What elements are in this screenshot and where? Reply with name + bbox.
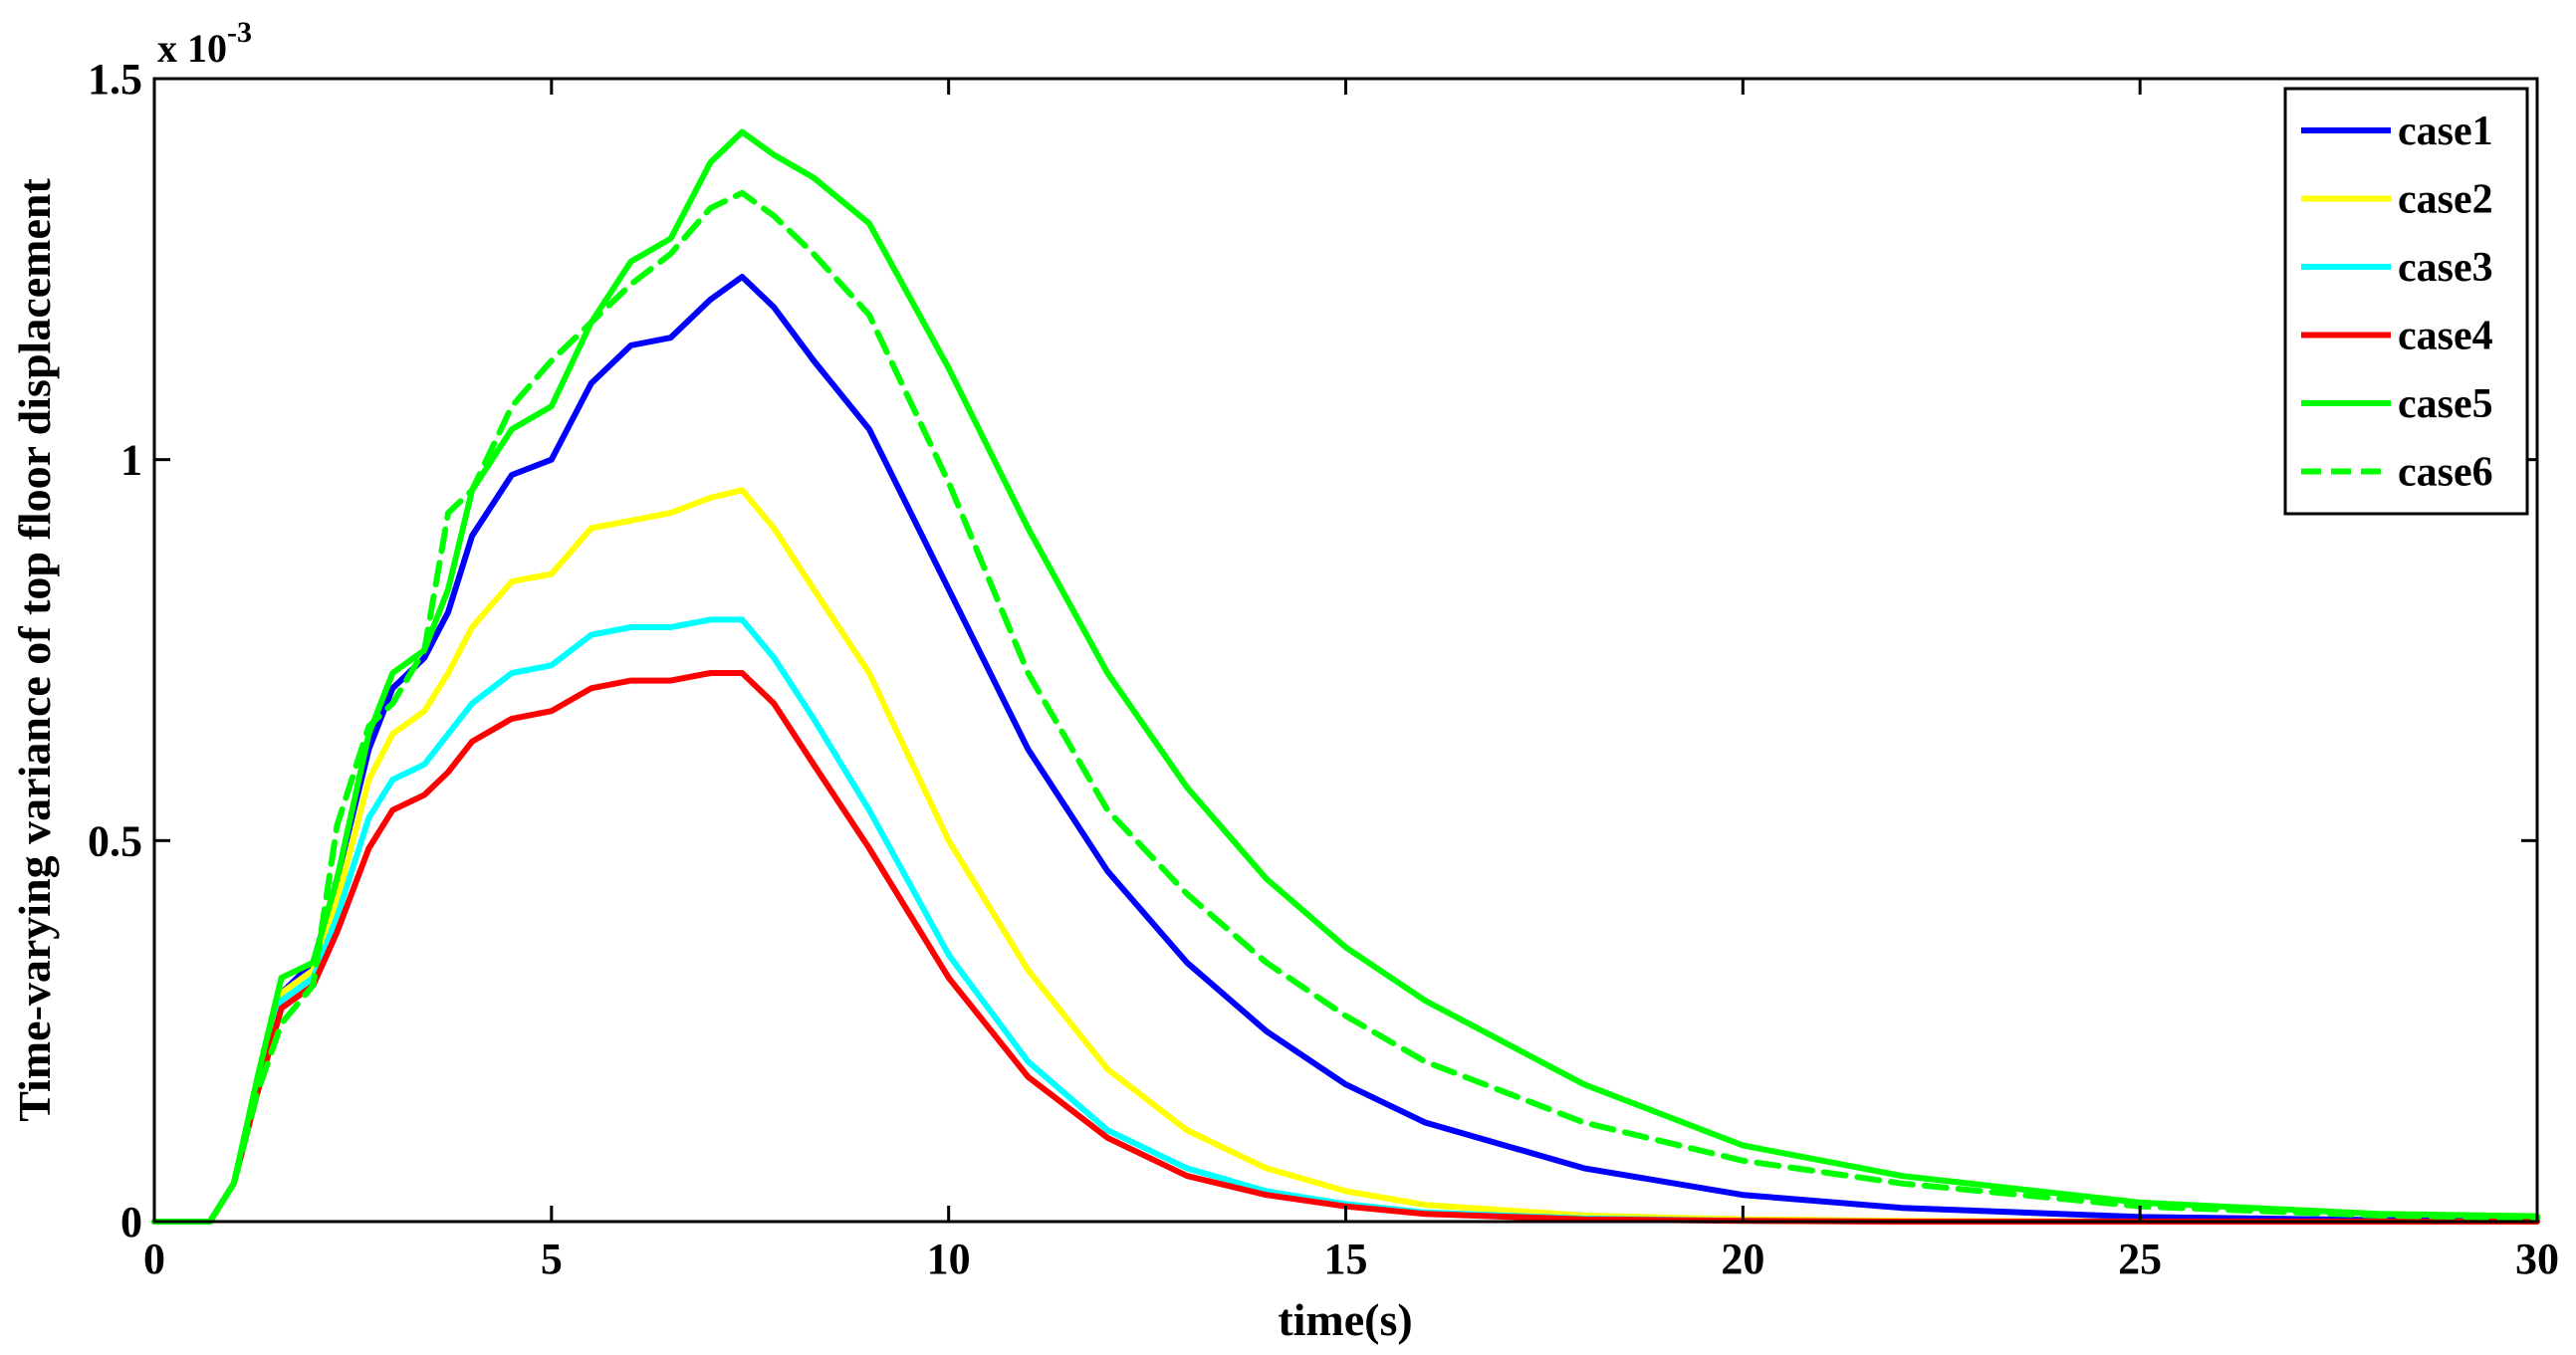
y-tick-label: 0 — [120, 1198, 142, 1246]
x-tick-label: 10 — [927, 1235, 971, 1283]
legend-label-case4: case4 — [2398, 314, 2493, 359]
legend-label-case6: case6 — [2398, 450, 2493, 496]
legend-label-case2: case2 — [2398, 177, 2493, 223]
y-axis-label: Time-varying variance of top floor displ… — [9, 178, 60, 1122]
legend: case1 case2 case3 case4 case5 case6 — [2283, 87, 2529, 516]
x-tick-label: 0 — [143, 1235, 165, 1283]
legend-label-case1: case1 — [2398, 109, 2493, 154]
y-tick-label: 1.5 — [88, 55, 142, 104]
y-multiplier-exponent: -3 — [227, 16, 252, 49]
y-multiplier: x 10-3 — [157, 16, 252, 71]
y-tick-label: 1 — [120, 436, 142, 485]
series-line-case5 — [151, 128, 2540, 1225]
series-line-case6 — [151, 189, 2540, 1225]
series-lines — [151, 128, 2540, 1225]
y-tick-label: 0.5 — [88, 816, 142, 865]
x-axis-label: time(s) — [1278, 1294, 1412, 1345]
axes: 0 5 10 15 20 25 30 0 0.5 1 1.5 — [88, 55, 2559, 1283]
legend-label-case5: case5 — [2398, 381, 2493, 427]
legend-label-case3: case3 — [2398, 245, 2493, 291]
x-tick-label: 30 — [2515, 1235, 2559, 1283]
legend-box — [2283, 87, 2529, 516]
x-tick-label: 20 — [1721, 1235, 1764, 1283]
x-tick-label: 15 — [1324, 1235, 1368, 1283]
series-line-case4 — [151, 670, 2540, 1225]
plot-frame — [152, 77, 2539, 1224]
x-tick-label: 25 — [2118, 1235, 2162, 1283]
plot-background — [154, 79, 2537, 1222]
series-line-case2 — [151, 487, 2540, 1225]
x-tick-label: 5 — [541, 1235, 563, 1283]
